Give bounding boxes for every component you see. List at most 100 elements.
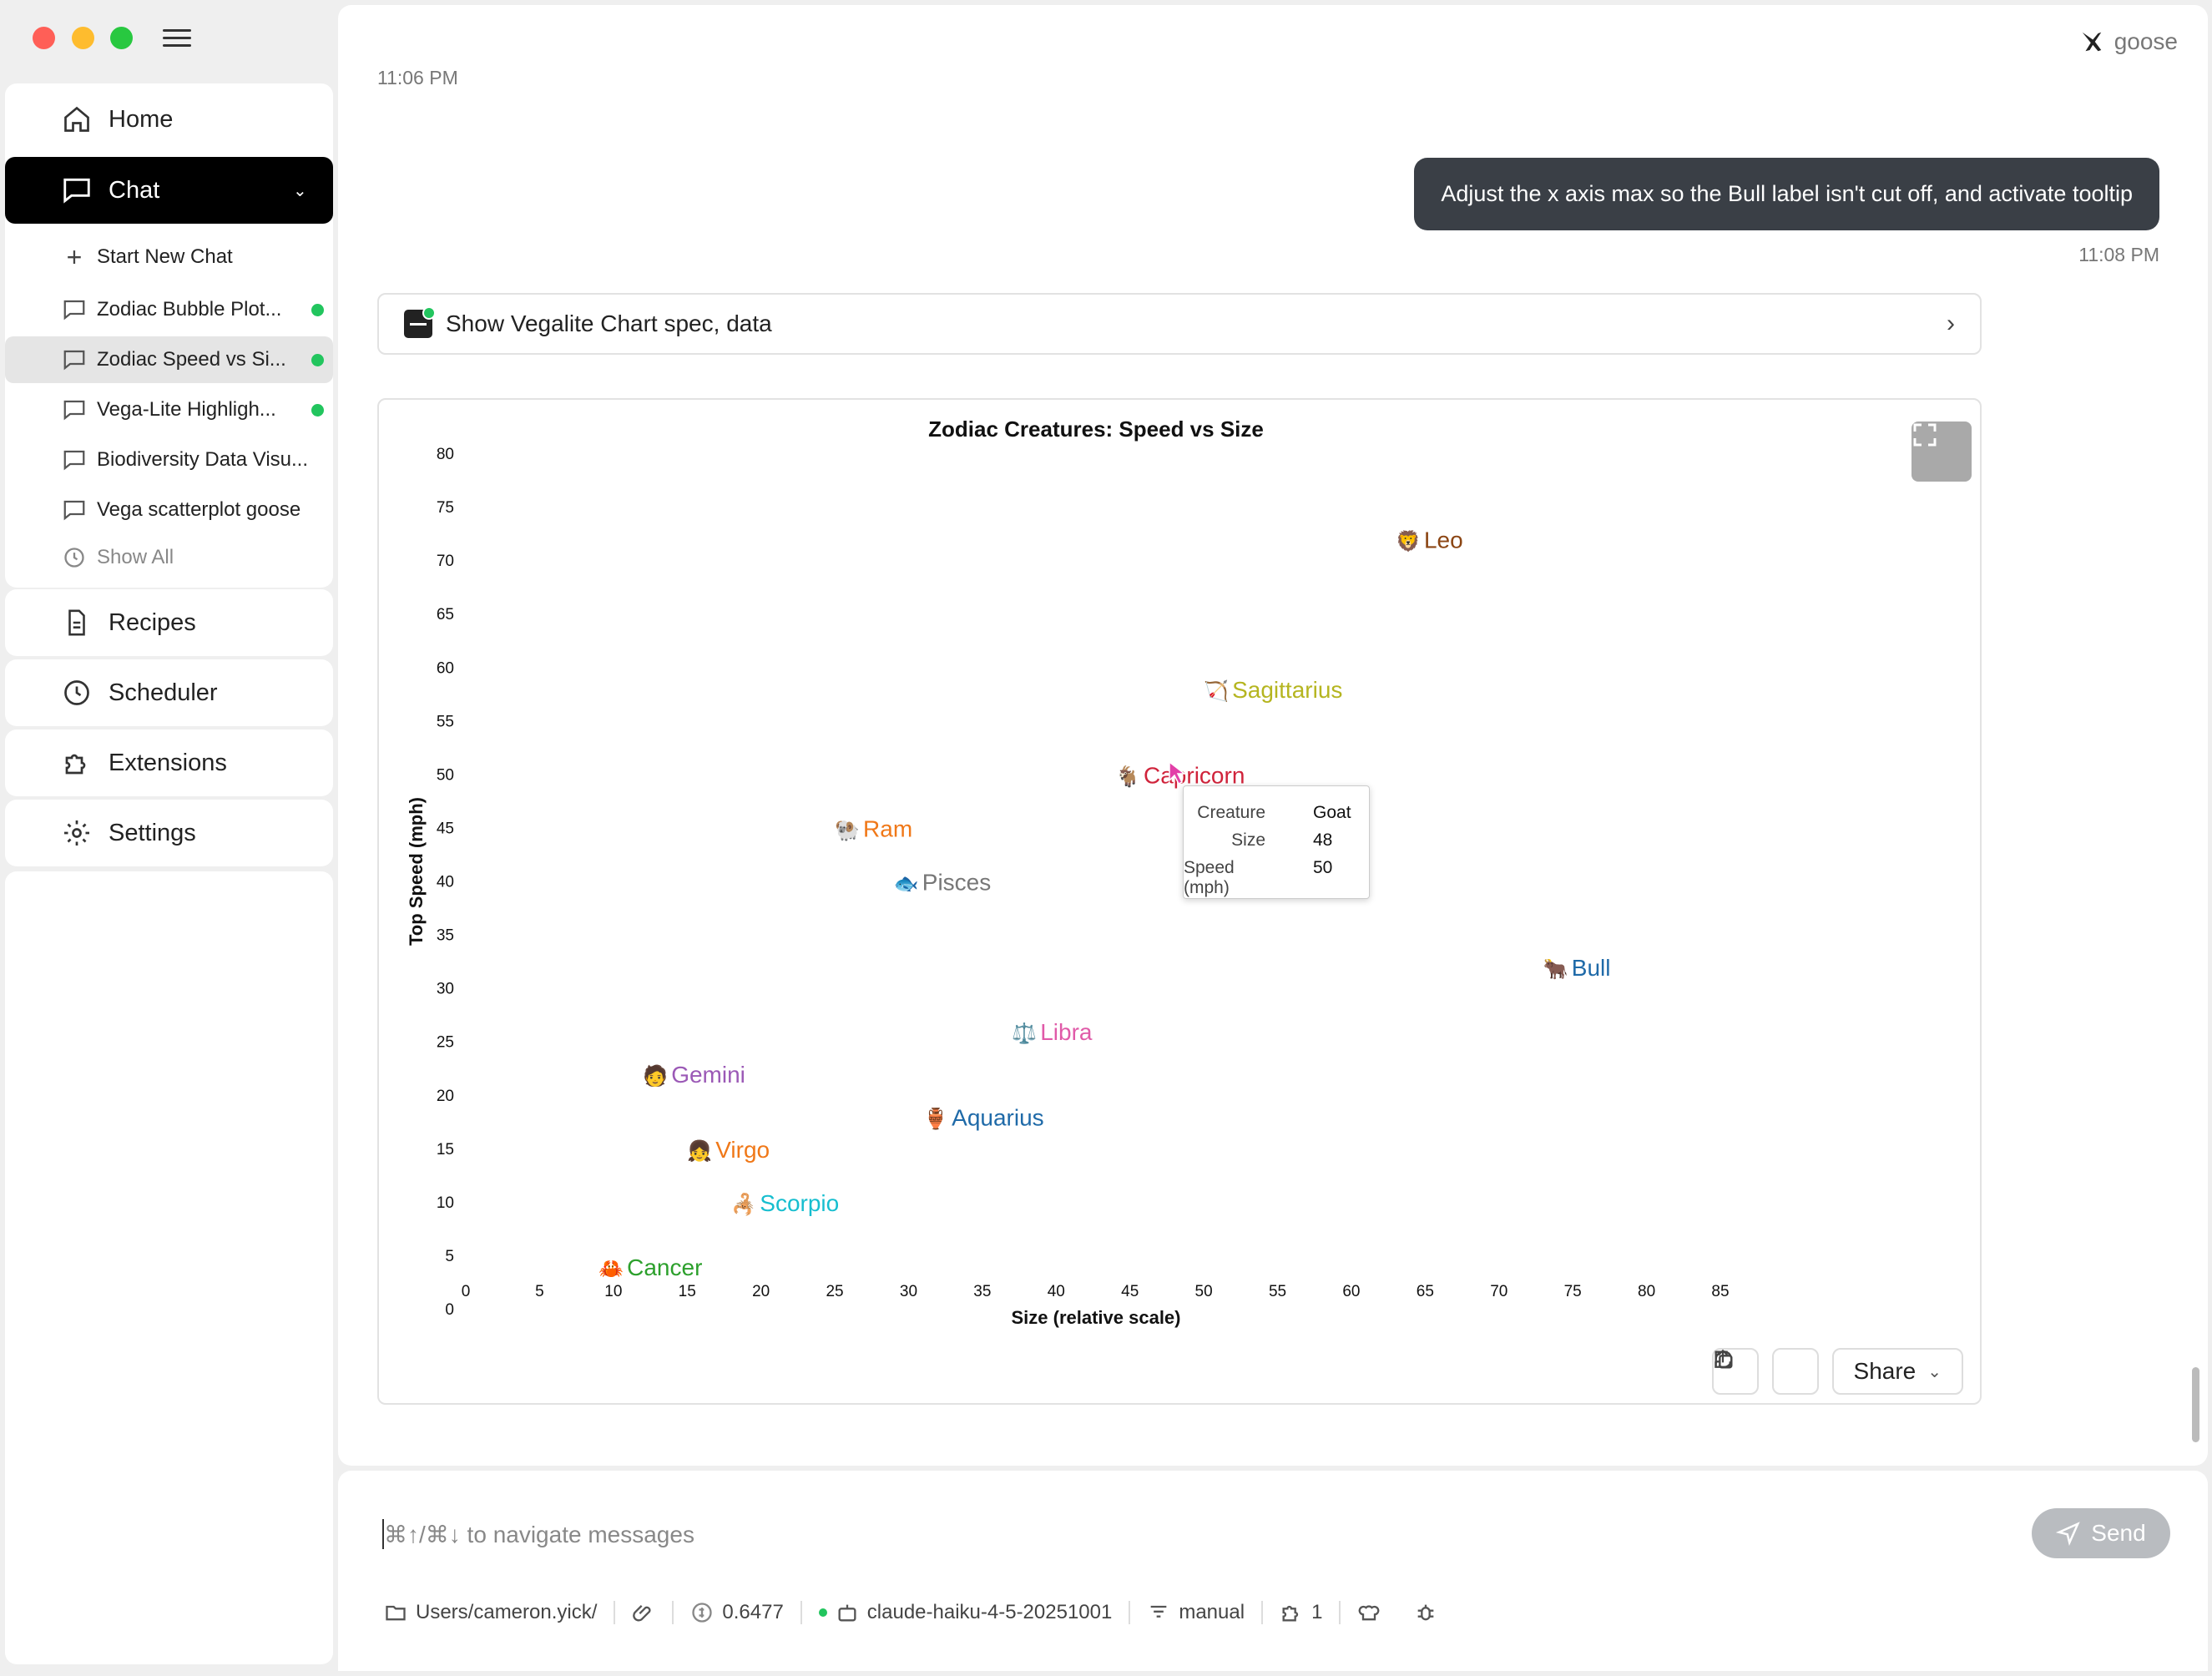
show-all-link[interactable]: Show All xyxy=(5,534,333,581)
model-selector[interactable]: claude-haiku-4-5-20251001 xyxy=(802,1601,1129,1624)
data-point[interactable]: 🏹 Sagittarius xyxy=(1204,677,1342,703)
nav-panel-extensions xyxy=(5,729,333,796)
nav-panel-settings xyxy=(5,800,333,866)
data-point[interactable]: 🐏 Ram xyxy=(835,815,912,841)
share-button[interactable]: Share ⌄ xyxy=(1714,1348,1963,1395)
window-zoom-button[interactable] xyxy=(110,27,133,49)
sidebar-item-label: Recipes xyxy=(109,608,196,636)
y-tick-label: 40 xyxy=(437,874,454,891)
sidebar-chat-session[interactable]: Zodiac Speed vs Si... xyxy=(5,336,333,383)
coin-icon xyxy=(692,1603,713,1623)
debug-button[interactable] xyxy=(1397,1601,1454,1624)
upload-icon xyxy=(1714,1349,1731,1368)
sidebar-item-scheduler[interactable]: Scheduler xyxy=(5,659,333,726)
active-status-dot xyxy=(311,403,324,416)
y-tick-label: 75 xyxy=(437,499,454,517)
cost-indicator[interactable]: 0.6477 xyxy=(674,1601,800,1624)
scrollbar[interactable] xyxy=(2192,1367,2199,1442)
data-point[interactable]: 🦀 Cancer xyxy=(598,1254,702,1280)
y-tick-label: 25 xyxy=(437,1034,454,1052)
chat-bubble-icon xyxy=(60,346,88,374)
data-point[interactable]: 👧 Virgo xyxy=(687,1137,770,1163)
clock-icon xyxy=(60,676,93,709)
x-tick-label: 55 xyxy=(1269,1283,1286,1300)
x-tick-label: 75 xyxy=(1564,1283,1582,1300)
y-tick-label: 80 xyxy=(437,446,454,463)
sidebar-chat-session[interactable]: Vega scatterplot goose xyxy=(5,487,333,533)
tooltip-value: 48 xyxy=(1313,830,1333,850)
message-input[interactable]: ⌘↑/⌘↓ to navigate messages xyxy=(384,1522,694,1547)
chat-bubble-icon xyxy=(60,174,93,207)
sidebar-chat-session[interactable]: Vega-Lite Highligh... xyxy=(5,386,333,433)
sidebar-item-extensions[interactable]: Extensions xyxy=(5,729,333,796)
point-label: Ram xyxy=(863,815,912,841)
data-point[interactable]: 🏺 Aquarius xyxy=(923,1104,1044,1130)
chevron-down-icon[interactable]: ⌄ xyxy=(293,181,307,200)
tool-call-expander[interactable]: Show Vegalite Chart spec, data › xyxy=(377,293,1982,355)
tooltip-key: Creature xyxy=(1197,803,1265,822)
point-label: Scorpio xyxy=(760,1190,839,1216)
divider xyxy=(1129,1601,1131,1624)
data-point[interactable]: 🐐 Capricorn xyxy=(1115,762,1245,788)
y-tick-label: 45 xyxy=(437,820,454,837)
sidebar-item-home[interactable]: Home xyxy=(5,86,333,153)
status-dot xyxy=(818,1608,827,1617)
point-label: Virgo xyxy=(715,1137,770,1163)
chart-tooltip: Creature Goat Size 48 Speed (mph) 50 xyxy=(1183,785,1370,899)
point-emoji: 🐐 xyxy=(1115,765,1140,788)
fullscreen-button[interactable] xyxy=(1912,422,1972,482)
window-close-button[interactable] xyxy=(33,27,55,49)
chat-bubble-icon xyxy=(60,396,88,424)
y-tick-label: 10 xyxy=(437,1194,454,1212)
data-point[interactable]: 🦂 Scorpio xyxy=(731,1190,839,1216)
chart-card: Zodiac Creatures: Speed vs Size Size (rel… xyxy=(377,398,1982,1405)
data-point[interactable]: 🦁 Leo xyxy=(1396,528,1463,553)
document-icon xyxy=(60,606,93,639)
tooltip-row: Creature Goat xyxy=(1184,803,1369,828)
extensions-indicator[interactable]: 1 xyxy=(1263,1601,1339,1624)
data-point[interactable]: 🐂 Bull xyxy=(1543,955,1611,981)
sidebar-item-recipes[interactable]: Recipes xyxy=(5,589,333,656)
sidebar-chat-session[interactable]: Zodiac Bubble Plot... xyxy=(5,286,333,333)
model-name: claude-haiku-4-5-20251001 xyxy=(866,1601,1113,1623)
window-minimize-button[interactable] xyxy=(72,27,94,49)
sidebar-chat-session[interactable]: Biodiversity Data Visu... xyxy=(5,437,333,483)
point-emoji: 👧 xyxy=(687,1139,712,1163)
copy-button[interactable] xyxy=(1715,1348,1819,1395)
show-all-label: Show All xyxy=(97,546,174,568)
y-tick-label: 60 xyxy=(437,659,454,677)
start-new-chat[interactable]: + Start New Chat xyxy=(5,234,333,280)
x-tick-label: 25 xyxy=(826,1283,843,1300)
sidebar-item-settings[interactable]: Settings xyxy=(5,800,333,866)
sidebar-item-chat[interactable]: Chat ⌄ xyxy=(5,157,333,224)
menu-toggle-icon[interactable] xyxy=(163,23,191,52)
session-label: Vega scatterplot goose xyxy=(97,498,301,521)
working-directory[interactable]: Users/cameron.yick/ xyxy=(384,1601,614,1624)
data-point[interactable]: 🐟 Pisces xyxy=(894,870,991,896)
tool-call-label: Show Vegalite Chart spec, data xyxy=(446,310,772,336)
extensions-count: 1 xyxy=(1311,1601,1323,1623)
mode-selector[interactable]: manual xyxy=(1130,1601,1261,1624)
chat-bubble-icon xyxy=(60,295,88,324)
point-emoji: 🦀 xyxy=(598,1258,624,1280)
divider xyxy=(1261,1601,1264,1624)
goose-logo-icon xyxy=(2082,32,2101,52)
filter-icon xyxy=(1151,1605,1167,1618)
nav-panel-scheduler xyxy=(5,659,333,726)
point-label: Aquarius xyxy=(952,1104,1044,1130)
y-tick-label: 5 xyxy=(445,1248,454,1265)
chef-hat-button[interactable] xyxy=(1341,1601,1397,1624)
data-point[interactable]: ⚖️ Libra xyxy=(1012,1019,1093,1045)
attach-button[interactable] xyxy=(615,1601,672,1624)
y-tick-label: 70 xyxy=(437,553,454,570)
chevron-down-icon: ⌄ xyxy=(1927,1362,1942,1381)
tooltip-value: Goat xyxy=(1313,803,1351,822)
send-button[interactable]: Send xyxy=(2032,1508,2170,1558)
data-point[interactable]: 🧑 Gemini xyxy=(643,1062,745,1088)
send-icon xyxy=(2056,1522,2081,1546)
brand-name: goose xyxy=(2114,28,2178,54)
expand-icon xyxy=(1913,423,1937,447)
point-emoji: 🧑 xyxy=(643,1063,668,1088)
point-emoji: 🐟 xyxy=(894,873,919,896)
tooltip-key: Size xyxy=(1231,830,1265,850)
